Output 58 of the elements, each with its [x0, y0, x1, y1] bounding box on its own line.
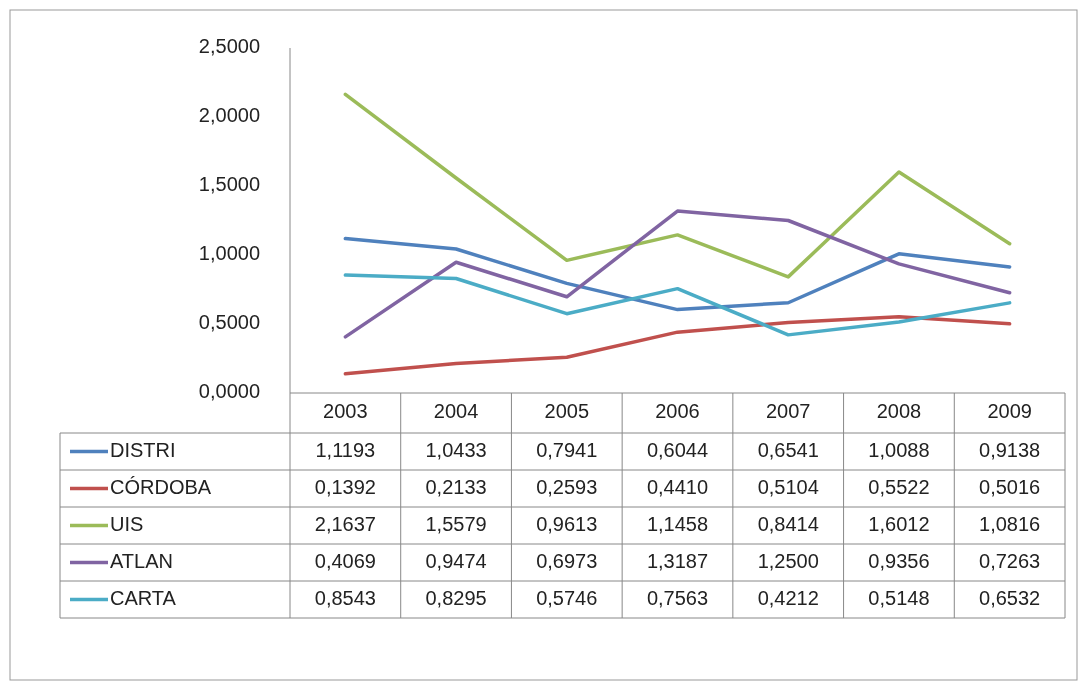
y-tick-label: 2,5000: [198, 35, 260, 58]
x-tick-label: 2008: [876, 400, 922, 423]
data-label: 0,5148: [868, 586, 930, 609]
data-label: 1,2500: [757, 549, 819, 572]
y-tick-label: 2,0000: [198, 104, 260, 127]
data-label: 0,9138: [979, 438, 1041, 461]
data-label: 0,6973: [536, 549, 598, 572]
data-label: 0,6541: [757, 438, 819, 461]
data-label: 0,5104: [757, 475, 819, 498]
data-label: 1,1458: [646, 512, 709, 535]
data-label: 0,8414: [757, 512, 819, 535]
data-label: 0,7563: [646, 586, 709, 609]
line-series: [343, 315, 1012, 376]
y-tick-label: 0,0000: [198, 380, 260, 403]
data-label: 0,6044: [646, 438, 709, 461]
data-label: 0,8543: [314, 586, 376, 609]
data-label: 1,3187: [646, 549, 709, 572]
data-label: 1,0088: [868, 438, 930, 461]
data-label: 1,0433: [425, 438, 487, 461]
data-label: 0,9356: [868, 549, 930, 572]
legend-label: DISTRI: [110, 438, 176, 461]
data-label: 0,4069: [314, 549, 376, 572]
data-label: 0,7941: [536, 438, 598, 461]
data-label: 0,4410: [646, 475, 709, 498]
legend-label: CARTA: [110, 586, 177, 609]
data-label: 1,0816: [979, 512, 1041, 535]
data-label: 0,8295: [425, 586, 487, 609]
data-label: 0,5746: [536, 586, 598, 609]
data-label: 1,5579: [425, 512, 487, 535]
data-label: 0,9474: [425, 549, 487, 572]
x-tick-label: 2003: [323, 400, 368, 423]
data-label: 0,6532: [979, 586, 1041, 609]
x-tick-label: 2009: [987, 400, 1032, 423]
line-series: [343, 209, 1012, 339]
data-label: 0,2593: [536, 475, 598, 498]
legend-label: CÓRDOBA: [110, 475, 212, 498]
data-label: 0,9613: [536, 512, 598, 535]
data-label: 0,7263: [979, 549, 1041, 572]
data-label: 1,1193: [315, 438, 376, 461]
x-tick-label: 2005: [544, 400, 590, 423]
line-series: [343, 92, 1012, 279]
data-label: 0,1392: [314, 475, 376, 498]
x-tick-label: 2006: [655, 400, 700, 423]
line-series: [343, 273, 1012, 337]
y-tick-label: 0,5000: [198, 311, 260, 334]
data-label: 0,2133: [425, 475, 487, 498]
data-label: 0,4212: [757, 586, 819, 609]
legend-label: ATLAN: [110, 549, 173, 572]
data-label: 2,1637: [314, 512, 376, 535]
y-tick-label: 1,0000: [198, 242, 260, 265]
line-series: [343, 236, 1012, 312]
x-tick-label: 2007: [765, 400, 811, 423]
x-tick-label: 2004: [433, 400, 479, 423]
data-label: 0,5522: [868, 475, 930, 498]
legend-label: UIS: [110, 512, 144, 535]
y-tick-label: 1,5000: [198, 173, 260, 196]
data-label: 0,5016: [979, 475, 1041, 498]
data-label: 1,6012: [868, 512, 930, 535]
